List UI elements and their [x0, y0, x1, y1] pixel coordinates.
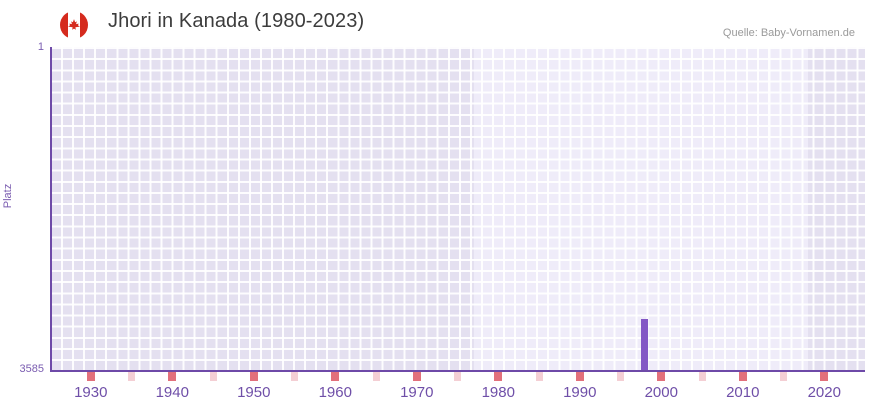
x-axis-tick-1980 — [494, 372, 503, 381]
x-axis-tick-1935 — [128, 372, 135, 381]
x-axis-tick-2000 — [657, 372, 666, 381]
x-axis-tick-1995 — [617, 372, 624, 381]
x-axis-tick-1955 — [291, 372, 298, 381]
y-axis-title: Platz — [2, 183, 14, 209]
x-axis-tick-1990 — [575, 372, 584, 381]
x-axis-label-2000: 2000 — [644, 384, 678, 401]
chart-header: Jhori in Kanada (1980-2023) Quelle: Baby… — [0, 0, 873, 46]
y-axis-tick-label-top: 1 — [37, 41, 44, 53]
x-axis-tick-2020 — [820, 372, 829, 381]
x-axis-label-2020: 2020 — [807, 384, 841, 401]
x-axis-tick-1940 — [168, 372, 177, 381]
bar-1998[interactable] — [641, 319, 649, 371]
x-axis-tick-1975 — [454, 372, 461, 381]
x-axis-tick-1950 — [249, 372, 258, 381]
x-axis-label-1950: 1950 — [237, 384, 271, 401]
x-axis-label-1930: 1930 — [74, 384, 108, 401]
x-axis-line — [50, 370, 865, 372]
x-axis-tick-1960 — [331, 372, 340, 381]
plot-area — [50, 47, 865, 371]
chart-title: Jhori in Kanada (1980-2023) — [108, 10, 365, 32]
canada-flag-icon — [60, 11, 88, 39]
x-axis-label-1960: 1960 — [318, 384, 352, 401]
x-axis-tick-1930 — [86, 372, 95, 381]
x-axis-tick-1970 — [412, 372, 421, 381]
maple-leaf-icon — [68, 19, 80, 30]
x-axis-label-1970: 1970 — [400, 384, 434, 401]
x-axis-tick-2015 — [780, 372, 787, 381]
chart-source-attribution: Quelle: Baby-Vornamen.de — [722, 27, 855, 39]
x-axis-label-1980: 1980 — [481, 384, 515, 401]
x-axis-tick-2010 — [738, 372, 747, 381]
y-axis-tick-label-bottom: 3585 — [19, 363, 44, 375]
x-axis-tick-1985 — [535, 372, 543, 381]
x-axis-tick-2005 — [698, 372, 706, 381]
flag-band-left — [60, 11, 68, 39]
x-axis-label-1990: 1990 — [563, 384, 597, 401]
x-axis-tick-1945 — [209, 372, 217, 381]
x-axis-label-1940: 1940 — [155, 384, 189, 401]
x-axis-tick-1965 — [372, 372, 380, 381]
y-axis-line — [50, 47, 52, 371]
background-band — [808, 47, 865, 371]
flag-band-right — [80, 11, 88, 39]
background-band — [50, 47, 474, 371]
x-axis-label-2010: 2010 — [726, 384, 760, 401]
